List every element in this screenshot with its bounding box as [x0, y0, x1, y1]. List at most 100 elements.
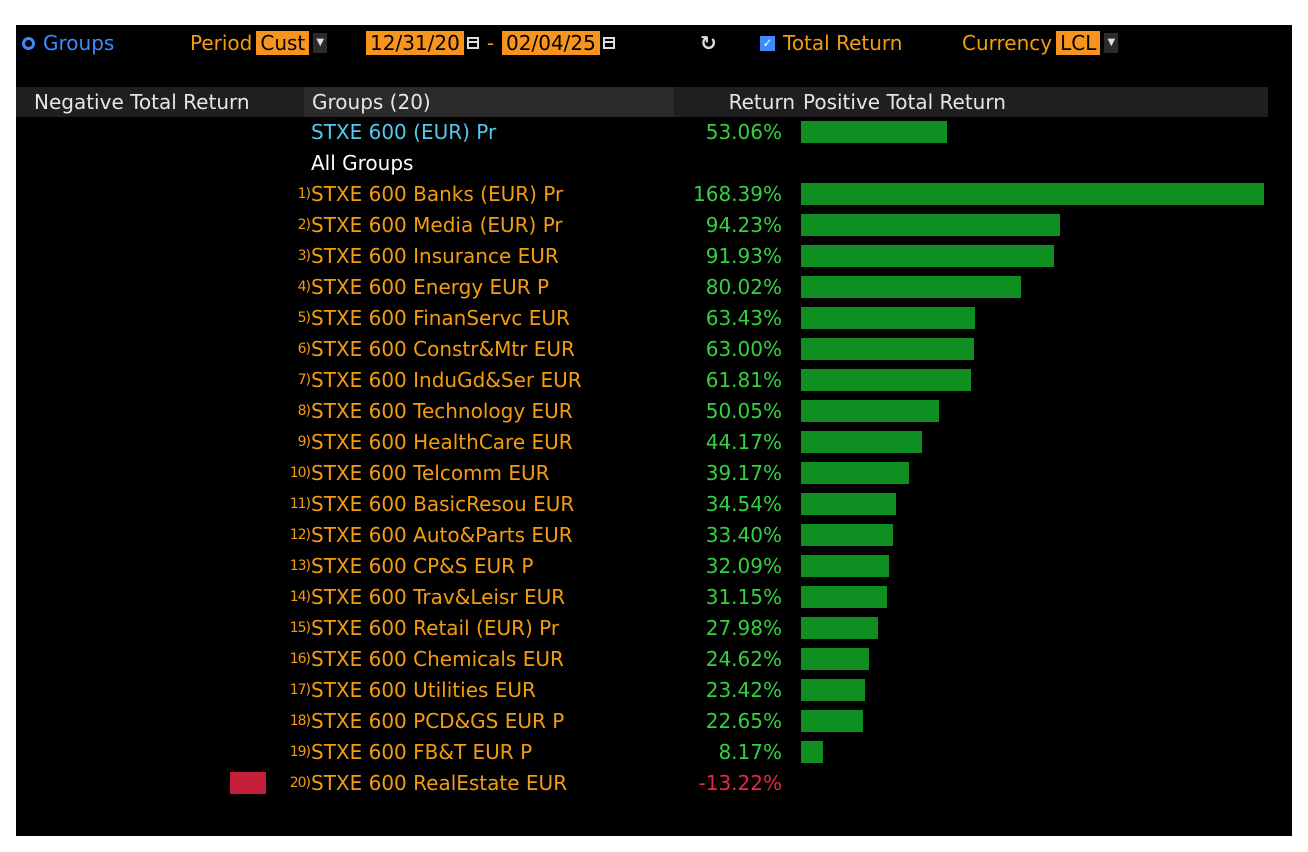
radio-icon: [22, 36, 35, 50]
group-return: 8.17%: [718, 740, 782, 764]
table-row[interactable]: 7) STXE 600 InduGd&Ser EUR 61.81%: [16, 365, 1292, 396]
positive-return-bar: [801, 214, 1061, 236]
chevron-down-icon[interactable]: ▼: [1104, 33, 1119, 53]
group-name[interactable]: STXE 600 CP&S EUR P: [311, 554, 534, 578]
group-name[interactable]: STXE 600 Telcomm EUR: [311, 461, 550, 485]
negative-return-bar: [230, 772, 266, 794]
row-number: 5): [297, 310, 311, 326]
group-name[interactable]: STXE 600 HealthCare EUR: [311, 430, 573, 454]
positive-return-bar: [801, 338, 975, 360]
row-number: 1): [297, 186, 311, 202]
total-return-checkbox[interactable]: ✓ Total Return: [760, 31, 902, 55]
group-return: 27.98%: [705, 616, 782, 640]
positive-return-bar: [801, 648, 869, 670]
refresh-button[interactable]: ↻: [700, 31, 717, 55]
table-row[interactable]: 14) STXE 600 Trav&Leisr EUR 31.15%: [16, 582, 1292, 613]
benchmark-bar: [801, 121, 947, 143]
group-name[interactable]: STXE 600 Constr&Mtr EUR: [311, 337, 575, 361]
group-name[interactable]: STXE 600 Banks (EUR) Pr: [311, 182, 564, 206]
group-name[interactable]: STXE 600 Technology EUR: [311, 399, 573, 423]
row-number: 19): [289, 744, 311, 760]
calendar-icon[interactable]: [466, 37, 479, 49]
table-row[interactable]: 4) STXE 600 Energy EUR P 80.02%: [16, 272, 1292, 303]
group-name[interactable]: STXE 600 Media (EUR) Pr: [311, 213, 563, 237]
group-return: -13.22%: [698, 771, 782, 795]
group-return: 33.40%: [705, 523, 782, 547]
table-row[interactable]: 10) STXE 600 Telcomm EUR 39.17%: [16, 458, 1292, 489]
group-name[interactable]: STXE 600 PCD&GS EUR P: [311, 709, 565, 733]
group-return: 39.17%: [705, 461, 782, 485]
header-groups[interactable]: Groups (20): [304, 87, 674, 117]
positive-return-bar: [801, 276, 1022, 298]
group-return: 31.15%: [705, 585, 782, 609]
group-return: 168.39%: [693, 182, 782, 206]
calendar-icon[interactable]: [602, 37, 615, 49]
positive-return-bar: [801, 245, 1054, 267]
row-number: 20): [289, 775, 311, 791]
group-name[interactable]: STXE 600 Auto&Parts EUR: [311, 523, 573, 547]
positive-return-bar: [801, 369, 971, 391]
table-row[interactable]: 15) STXE 600 Retail (EUR) Pr 27.98%: [16, 613, 1292, 644]
table-row[interactable]: 19) STXE 600 FB&T EUR P 8.17%: [16, 737, 1292, 768]
positive-return-bar: [801, 617, 878, 639]
period-dropdown[interactable]: Cust: [256, 31, 310, 55]
header-return[interactable]: Return: [674, 87, 797, 117]
table-row[interactable]: 8) STXE 600 Technology EUR 50.05%: [16, 396, 1292, 427]
row-number: 17): [289, 682, 311, 698]
group-name[interactable]: STXE 600 Trav&Leisr EUR: [311, 585, 566, 609]
date-range: 12/31/20 - 02/04/25: [366, 31, 615, 55]
group-return: 23.42%: [705, 678, 782, 702]
group-name[interactable]: STXE 600 InduGd&Ser EUR: [311, 368, 582, 392]
benchmark-return: 53.06%: [705, 120, 782, 144]
table-row[interactable]: 18) STXE 600 PCD&GS EUR P 22.65%: [16, 706, 1292, 737]
table-row[interactable]: 11) STXE 600 BasicResou EUR 34.54%: [16, 489, 1292, 520]
table-row[interactable]: 3) STXE 600 Insurance EUR 91.93%: [16, 241, 1292, 272]
group-name[interactable]: STXE 600 BasicResou EUR: [311, 492, 575, 516]
group-name[interactable]: STXE 600 Insurance EUR: [311, 244, 559, 268]
row-number: 11): [289, 496, 311, 512]
table-row[interactable]: 9) STXE 600 HealthCare EUR 44.17%: [16, 427, 1292, 458]
benchmark-row[interactable]: STXE 600 (EUR) Pr 53.06%: [16, 117, 1292, 148]
group-return: 91.93%: [705, 244, 782, 268]
group-return: 34.54%: [705, 492, 782, 516]
positive-return-bar: [801, 183, 1264, 205]
header-positive[interactable]: Positive Total Return: [797, 87, 1268, 117]
group-name[interactable]: STXE 600 Energy EUR P: [311, 275, 550, 299]
table-row[interactable]: 13) STXE 600 CP&S EUR P 32.09%: [16, 551, 1292, 582]
group-name[interactable]: STXE 600 Chemicals EUR: [311, 647, 564, 671]
start-date-field[interactable]: 12/31/20: [366, 31, 464, 55]
group-name[interactable]: STXE 600 Utilities EUR: [311, 678, 536, 702]
positive-return-bar: [801, 307, 976, 329]
groups-radio[interactable]: Groups: [22, 31, 114, 55]
table-row[interactable]: 20) STXE 600 RealEstate EUR -13.22%: [16, 768, 1292, 799]
table-row[interactable]: 16) STXE 600 Chemicals EUR 24.62%: [16, 644, 1292, 675]
group-return: 63.00%: [705, 337, 782, 361]
group-name[interactable]: STXE 600 FinanServc EUR: [311, 306, 570, 330]
group-return: 63.43%: [705, 306, 782, 330]
positive-return-bar: [801, 462, 909, 484]
groups-radio-label: Groups: [43, 31, 115, 55]
table-row[interactable]: 6) STXE 600 Constr&Mtr EUR 63.00%: [16, 334, 1292, 365]
row-number: 2): [297, 217, 311, 233]
positive-return-bar: [801, 493, 896, 515]
table-row[interactable]: 1) STXE 600 Banks (EUR) Pr 168.39%: [16, 179, 1292, 210]
total-return-label: Total Return: [783, 31, 903, 55]
header-negative[interactable]: Negative Total Return: [16, 87, 304, 117]
table-row[interactable]: 17) STXE 600 Utilities EUR 23.42%: [16, 675, 1292, 706]
chevron-down-icon[interactable]: ▼: [313, 33, 328, 53]
group-name[interactable]: STXE 600 RealEstate EUR: [311, 771, 568, 795]
group-return: 50.05%: [705, 399, 782, 423]
row-number: 8): [297, 403, 311, 419]
group-return: 32.09%: [705, 554, 782, 578]
table-row[interactable]: 5) STXE 600 FinanServc EUR 63.43%: [16, 303, 1292, 334]
end-date-field[interactable]: 02/04/25: [502, 31, 600, 55]
row-number: 16): [289, 651, 311, 667]
table-row[interactable]: 2) STXE 600 Media (EUR) Pr 94.23%: [16, 210, 1292, 241]
positive-return-bar: [801, 710, 864, 732]
group-return: 22.65%: [705, 709, 782, 733]
group-name[interactable]: STXE 600 Retail (EUR) Pr: [311, 616, 560, 640]
group-name[interactable]: STXE 600 FB&T EUR P: [311, 740, 533, 764]
table-row[interactable]: 12) STXE 600 Auto&Parts EUR 33.40%: [16, 520, 1292, 551]
currency-dropdown[interactable]: LCL: [1056, 31, 1101, 55]
currency-selector: Currency LCL ▼: [962, 31, 1119, 55]
